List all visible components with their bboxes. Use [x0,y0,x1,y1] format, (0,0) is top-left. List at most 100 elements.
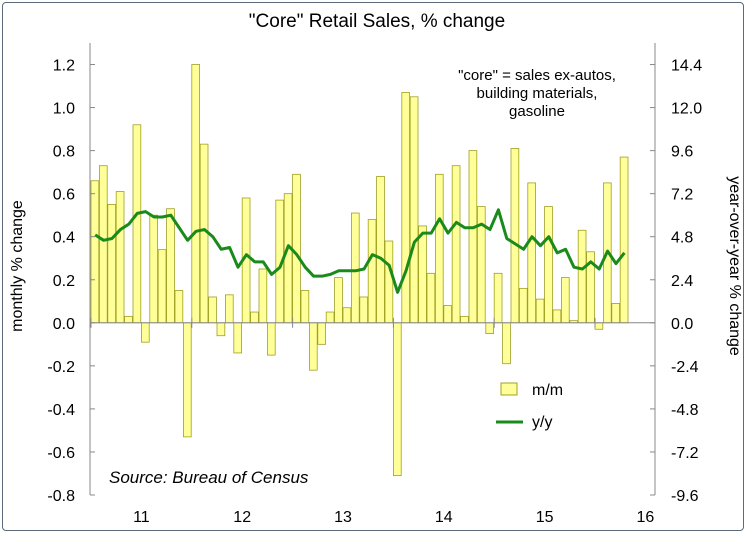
bar-m-m [350,212,360,324]
bar-m-m [300,290,310,324]
annotation: "core" = sales ex-autos, building materi… [458,67,616,120]
legend-label-m-m: m/m [532,382,563,399]
bar-m-m [258,268,268,324]
x-tick-label: 12 [233,509,251,526]
bar-m-m [443,305,452,324]
bar-m-m [401,92,410,324]
bar-m-m [266,322,276,356]
bar-m-m [292,173,301,324]
chart-title: "Core" Retail Sales, % change [249,11,505,32]
bar-m-m [460,315,469,324]
bar-m-m [317,322,326,345]
legend-label-y-y: y/y [532,414,552,431]
right-tick-label: 2.4 [671,273,693,290]
bar-m-m [191,64,201,324]
bar-m-m [594,322,604,330]
right-tick-label: -9.6 [671,488,699,505]
left-tick-label: -0.4 [47,402,75,419]
left-tick-label: 0.8 [53,144,75,161]
bar-m-m [149,214,159,324]
bar-m-m [115,191,125,324]
right-tick-label: -7.2 [671,445,699,462]
bar-m-m [468,150,478,324]
bar-m-m [208,296,217,324]
chart-frame: "Core" Retail Sales, % change 1.2 1.0 0.8 0… [2,2,744,531]
x-tick-label: 14 [435,509,453,526]
bar-m-m [552,309,562,324]
x-tick-label: 11 [133,509,150,526]
bar-m-m [544,206,553,324]
annotation-line-1: "core" = sales ex-autos, [458,67,616,84]
right-tick-label: -4.8 [671,402,699,419]
bar-m-m [174,290,184,324]
x-axis: 11 12 13 14 15 16 [90,317,655,526]
right-axis: 14.4 12.0 9.6 7.2 4.8 2.4 0.0 -2.4 -4.8 -7.2 -9.6 [650,43,702,505]
x-tick-label: 13 [334,509,352,526]
left-tick-label: 0.0 [53,316,75,333]
annotation-line-2: building materials, [477,85,598,102]
bar-m-m [224,294,234,324]
legend-swatch-m-m [500,382,518,396]
bar-m-m [577,229,587,324]
bar-m-m [426,272,436,324]
bar-m-m [392,322,402,477]
y-axis-right-label: year-over-year % change [726,176,743,356]
left-tick-label: 0.4 [53,230,75,247]
bar-m-m [166,208,175,324]
source-note: Source: Bureau of Census [109,468,309,487]
right-tick-label: 14.4 [671,58,702,75]
bar-m-m [611,303,620,324]
bar-m-m [376,176,385,324]
bar-m-m [510,148,520,324]
bar-m-m [434,173,444,324]
bar-m-m [308,322,318,371]
bar-m-m [99,165,108,324]
bar-m-m [325,311,335,324]
bar-m-m [132,124,142,324]
left-axis: 1.2 1.0 0.8 0.6 0.4 0.2 0.0 -0.2 -0.4 -0.6 -0.8 [47,43,95,505]
bar-m-m [182,322,192,438]
bar-m-m [409,96,419,324]
bar-m-m [140,322,150,343]
right-tick-label: 7.2 [671,187,693,204]
bar-m-m [283,193,293,324]
bar-m-m [535,298,545,324]
right-tick-label: 4.8 [671,230,693,247]
bar-m-m [527,182,536,324]
left-tick-label: -0.8 [47,488,75,505]
annotation-line-3: gasoline [509,103,565,120]
legend: m/m y/y [496,382,563,431]
y-y-line [94,208,626,294]
bar-m-m [418,225,427,324]
bar-m-m [619,156,629,324]
chart: "Core" Retail Sales, % change 1.2 1.0 0.8 0… [9,11,743,526]
left-tick-label: 1.2 [53,58,75,75]
bar-m-m [157,249,167,324]
bar-m-m [233,322,243,354]
bar-m-m [342,307,352,324]
right-tick-label: 9.6 [671,144,693,161]
bar-m-m [367,219,377,324]
bar-m-m [451,165,461,324]
bar-m-m [493,272,503,324]
bar-m-m [250,311,259,324]
right-tick-label: 0.0 [671,316,693,333]
bar-m-m [90,180,100,324]
left-tick-label: 0.6 [53,187,75,204]
bar-m-m [107,204,117,324]
left-tick-label: 0.2 [53,273,75,290]
bar-m-m [216,322,226,337]
m-m-bars [90,64,629,477]
right-tick-label: -2.4 [671,359,699,376]
right-tick-label: 12.0 [671,101,702,118]
y-axis-left-label: monthly % change [9,200,26,332]
left-tick-label: 1.0 [53,101,75,118]
bar-m-m [485,322,494,334]
bar-m-m [334,277,343,324]
bar-m-m [519,287,528,324]
x-tick-label: 16 [637,509,655,526]
left-tick-label: -0.6 [47,445,75,462]
bar-m-m [384,240,394,324]
bar-m-m [359,296,368,324]
bar-m-m [561,277,570,324]
